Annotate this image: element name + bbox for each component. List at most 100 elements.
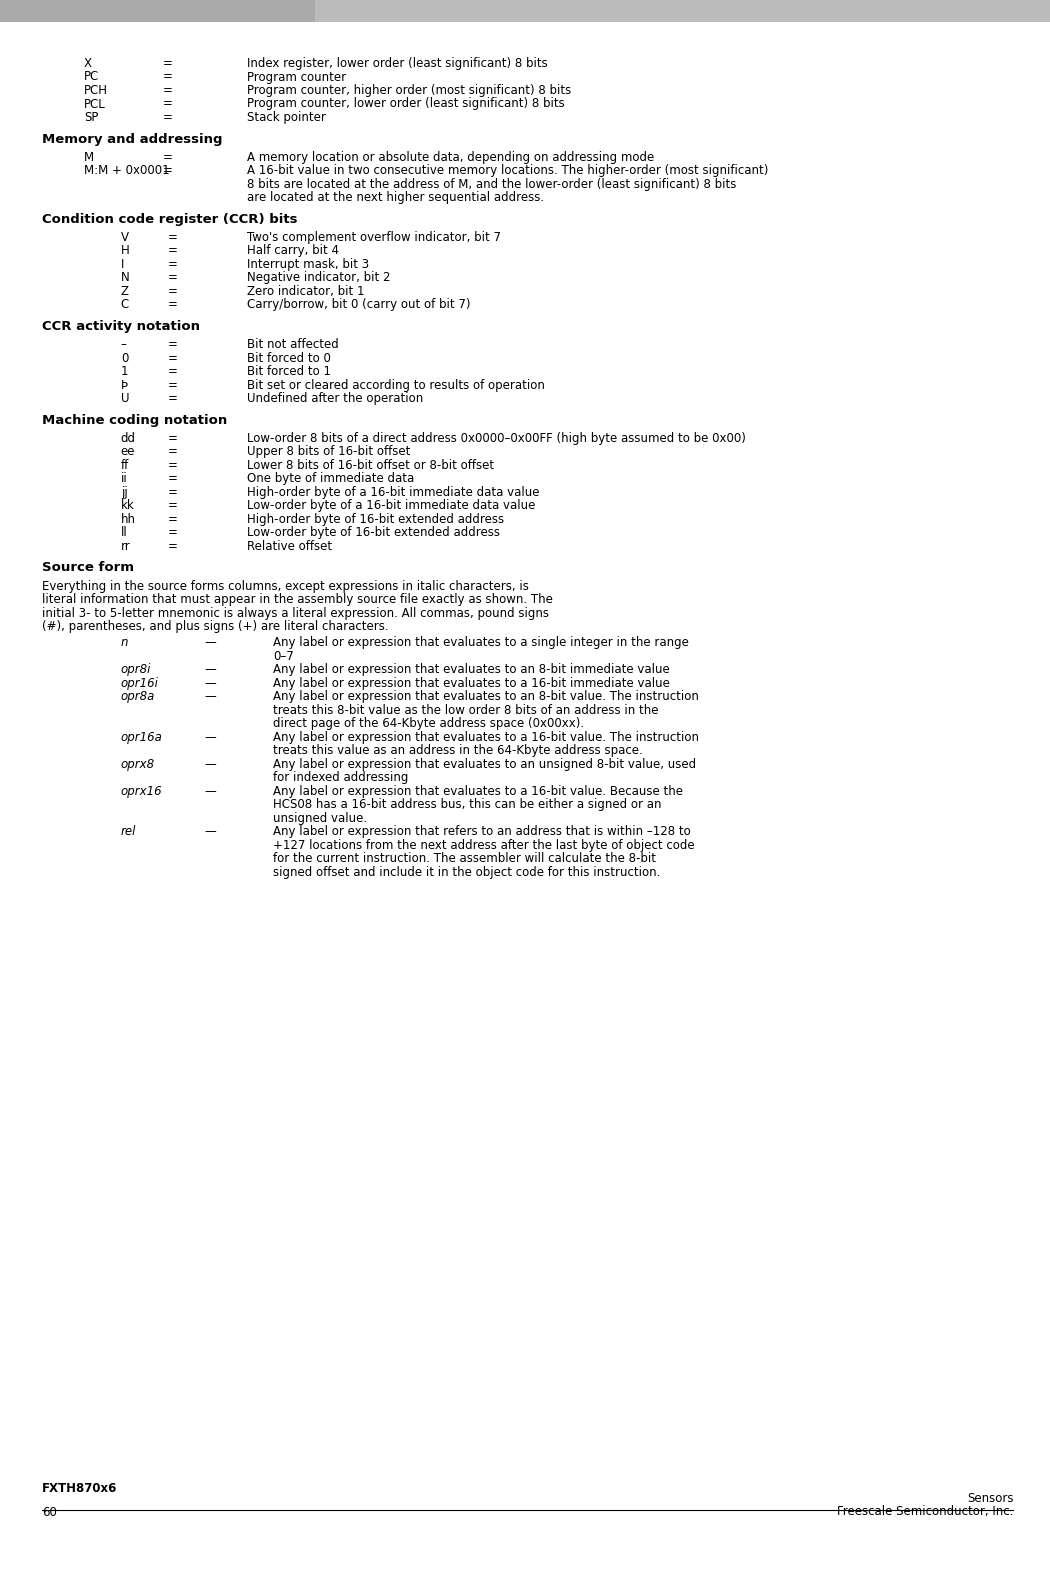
- Text: =: =: [168, 285, 177, 299]
- Text: ll: ll: [121, 527, 127, 539]
- Text: =: =: [168, 473, 177, 486]
- Text: =: =: [163, 71, 172, 83]
- Text: Source form: Source form: [42, 561, 134, 574]
- Text: X: X: [84, 57, 92, 71]
- Text: —: —: [205, 731, 216, 744]
- Bar: [0, 0, 1050, 22]
- Text: Two's complement overflow indicator, bit 7: Two's complement overflow indicator, bit…: [247, 231, 501, 244]
- Text: rr: rr: [121, 539, 130, 553]
- Text: Bit forced to 0: Bit forced to 0: [247, 352, 331, 365]
- Text: Upper 8 bits of 16-bit offset: Upper 8 bits of 16-bit offset: [247, 445, 411, 459]
- Text: M:M + 0x0001: M:M + 0x0001: [84, 163, 170, 178]
- Text: =: =: [163, 163, 172, 178]
- Text: —: —: [205, 758, 216, 770]
- Text: Condition code register (CCR) bits: Condition code register (CCR) bits: [42, 212, 297, 226]
- Text: treats this value as an address in the 64-Kbyte address space.: treats this value as an address in the 6…: [273, 744, 643, 758]
- Text: 0–7: 0–7: [273, 649, 294, 663]
- Text: oprx16: oprx16: [121, 784, 163, 799]
- Text: =: =: [168, 539, 177, 553]
- Text: High-order byte of a 16-bit immediate data value: High-order byte of a 16-bit immediate da…: [247, 486, 540, 498]
- Text: treats this 8-bit value as the low order 8 bits of an address in the: treats this 8-bit value as the low order…: [273, 704, 658, 717]
- Text: M: M: [84, 151, 94, 163]
- Text: Any label or expression that refers to an address that is within –128 to: Any label or expression that refers to a…: [273, 825, 691, 838]
- Text: Memory and addressing: Memory and addressing: [42, 132, 223, 146]
- Text: Any label or expression that evaluates to a single integer in the range: Any label or expression that evaluates t…: [273, 637, 689, 649]
- Text: are located at the next higher sequential address.: are located at the next higher sequentia…: [247, 192, 544, 204]
- Text: =: =: [168, 432, 177, 445]
- Bar: [315, 0, 1050, 22]
- Text: =: =: [163, 151, 172, 163]
- Text: Bit set or cleared according to results of operation: Bit set or cleared according to results …: [247, 379, 545, 391]
- Text: =: =: [168, 365, 177, 379]
- Text: =: =: [168, 527, 177, 539]
- Text: opr8i: opr8i: [121, 663, 151, 676]
- Text: (#), parentheses, and plus signs (+) are literal characters.: (#), parentheses, and plus signs (+) are…: [42, 619, 388, 634]
- Text: jj: jj: [121, 486, 127, 498]
- Text: =: =: [168, 459, 177, 472]
- Text: Sensors: Sensors: [967, 1492, 1013, 1504]
- Text: dd: dd: [121, 432, 135, 445]
- Text: —: —: [205, 663, 216, 676]
- Text: ee: ee: [121, 445, 135, 459]
- Text: 0: 0: [121, 352, 128, 365]
- Text: Any label or expression that evaluates to an unsigned 8-bit value, used: Any label or expression that evaluates t…: [273, 758, 696, 770]
- Text: 8 bits are located at the address of M, and the lower-order (least significant) : 8 bits are located at the address of M, …: [247, 178, 736, 190]
- Text: –: –: [121, 338, 127, 351]
- Text: opr8a: opr8a: [121, 690, 155, 703]
- Text: V: V: [121, 231, 129, 244]
- Text: Any label or expression that evaluates to a 16-bit immediate value: Any label or expression that evaluates t…: [273, 678, 670, 690]
- Text: H: H: [121, 245, 129, 258]
- Text: =: =: [168, 379, 177, 391]
- Text: Program counter, higher order (most significant) 8 bits: Program counter, higher order (most sign…: [247, 83, 571, 97]
- Text: =: =: [168, 338, 177, 351]
- Text: Index register, lower order (least significant) 8 bits: Index register, lower order (least signi…: [247, 57, 547, 71]
- Text: =: =: [163, 112, 172, 124]
- Text: opr16i: opr16i: [121, 678, 159, 690]
- Text: +127 locations from the next address after the last byte of object code: +127 locations from the next address aft…: [273, 839, 695, 852]
- Text: Low-order byte of a 16-bit immediate data value: Low-order byte of a 16-bit immediate dat…: [247, 500, 536, 512]
- Text: =: =: [168, 231, 177, 244]
- Text: direct page of the 64-Kbyte address space (0x00xx).: direct page of the 64-Kbyte address spac…: [273, 717, 584, 731]
- Text: PCL: PCL: [84, 97, 106, 110]
- Text: FXTH870x6: FXTH870x6: [42, 1482, 118, 1495]
- Text: =: =: [168, 512, 177, 527]
- Text: A 16-bit value in two consecutive memory locations. The higher-order (most signi: A 16-bit value in two consecutive memory…: [247, 163, 769, 178]
- Text: kk: kk: [121, 500, 134, 512]
- Text: hh: hh: [121, 512, 135, 527]
- Text: Any label or expression that evaluates to an 8-bit value. The instruction: Any label or expression that evaluates t…: [273, 690, 699, 703]
- Text: Lower 8 bits of 16-bit offset or 8-bit offset: Lower 8 bits of 16-bit offset or 8-bit o…: [247, 459, 494, 472]
- Text: opr16a: opr16a: [121, 731, 163, 744]
- Text: Negative indicator, bit 2: Negative indicator, bit 2: [247, 272, 391, 285]
- Text: Z: Z: [121, 285, 129, 299]
- Text: —: —: [205, 690, 216, 703]
- Text: for indexed addressing: for indexed addressing: [273, 772, 408, 784]
- Text: Interrupt mask, bit 3: Interrupt mask, bit 3: [247, 258, 369, 270]
- Text: 1: 1: [121, 365, 128, 379]
- Text: =: =: [168, 445, 177, 459]
- Text: I: I: [121, 258, 124, 270]
- Text: Freescale Semiconductor, Inc.: Freescale Semiconductor, Inc.: [837, 1506, 1013, 1519]
- Text: =: =: [163, 97, 172, 110]
- Text: =: =: [168, 486, 177, 498]
- Text: n: n: [121, 637, 128, 649]
- Text: unsigned value.: unsigned value.: [273, 811, 368, 825]
- Text: PCH: PCH: [84, 83, 108, 97]
- Text: —: —: [205, 825, 216, 838]
- Text: initial 3- to 5-letter mnemonic is always a literal expression. All commas, poun: initial 3- to 5-letter mnemonic is alway…: [42, 607, 549, 619]
- Text: =: =: [168, 258, 177, 270]
- Text: Stack pointer: Stack pointer: [247, 112, 326, 124]
- Text: =: =: [168, 391, 177, 406]
- Text: 60: 60: [42, 1506, 57, 1519]
- Text: =: =: [168, 272, 177, 285]
- Text: ff: ff: [121, 459, 129, 472]
- Text: Everything in the source forms columns, except expressions in italic characters,: Everything in the source forms columns, …: [42, 580, 529, 593]
- Text: Zero indicator, bit 1: Zero indicator, bit 1: [247, 285, 364, 299]
- Text: N: N: [121, 272, 129, 285]
- Text: =: =: [168, 500, 177, 512]
- Text: One byte of immediate data: One byte of immediate data: [247, 473, 414, 486]
- Text: Any label or expression that evaluates to a 16-bit value. Because the: Any label or expression that evaluates t…: [273, 784, 682, 799]
- Text: Carry/borrow, bit 0 (carry out of bit 7): Carry/borrow, bit 0 (carry out of bit 7): [247, 299, 470, 311]
- Text: =: =: [168, 245, 177, 258]
- Text: Any label or expression that evaluates to a 16-bit value. The instruction: Any label or expression that evaluates t…: [273, 731, 699, 744]
- Text: Undefined after the operation: Undefined after the operation: [247, 391, 423, 406]
